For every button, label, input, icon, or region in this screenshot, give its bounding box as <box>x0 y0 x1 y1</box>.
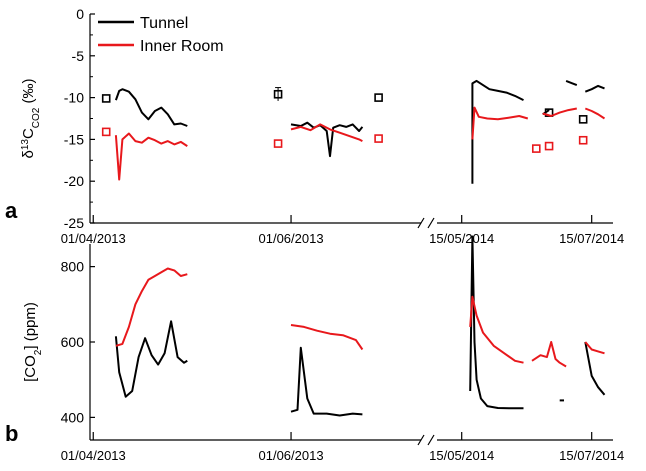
x-tick-label: 15/07/2014 <box>559 231 624 246</box>
x-tick-label: 15/05/2014 <box>429 231 494 246</box>
series-line-inner-room <box>584 107 606 120</box>
y-tick-label: -5 <box>72 48 85 64</box>
data-point-inner-room <box>544 141 554 151</box>
series-line-inner-room <box>542 107 577 117</box>
y-tick-label: -20 <box>64 173 84 189</box>
series-line-tunnel <box>290 346 363 417</box>
x-tick-label: 01/04/2013 <box>61 448 126 463</box>
y-axis-label-part: δ <box>20 150 37 158</box>
series-line-tunnel <box>290 121 364 158</box>
series-line-tunnel <box>114 320 188 398</box>
axis-break-mark <box>417 217 425 229</box>
series-line-tunnel <box>584 341 606 396</box>
panel-b: 800 600 400 01/04/2013 01/06/2013 15/05/2014 1… <box>5 235 624 463</box>
y-axis-label-part: ] (ppm) <box>22 302 39 350</box>
series-line-inner-room <box>584 341 605 355</box>
y-tick-label: 0 <box>76 6 84 22</box>
series-line-tunnel <box>584 84 605 93</box>
x-tick-label: 01/06/2013 <box>259 231 324 246</box>
data-point-tunnel <box>374 93 383 102</box>
y-tick-label: -25 <box>64 215 84 231</box>
series-line-inner-room <box>531 341 567 368</box>
y-axis-label-part: C <box>20 128 37 139</box>
series-line-tunnel <box>565 79 578 87</box>
series-line-inner-room <box>469 295 524 364</box>
y-axis-label-part: (‰) <box>20 78 37 107</box>
x-tick-label: 01/04/2013 <box>61 231 126 246</box>
y-tick-label: -15 <box>64 131 84 147</box>
x-tick-label: 15/05/2014 <box>429 448 494 463</box>
y-axis-label-part: [CO <box>22 355 39 382</box>
axis-break-mark <box>427 217 435 229</box>
axis-break-mark <box>417 434 425 446</box>
series-line-tunnel <box>471 79 524 184</box>
y-tick-label: 800 <box>61 259 85 275</box>
y-tick-label: -10 <box>64 90 84 106</box>
data-point-inner-room <box>374 134 383 143</box>
legend-label: Tunnel <box>140 15 188 32</box>
series-line-tunnel <box>114 88 188 127</box>
y-axis-label-part: 2 <box>33 349 44 355</box>
data-point-inner-room <box>531 144 541 153</box>
y-axis-label: [CO2] (ppm) <box>22 302 44 382</box>
series-line-tunnel <box>469 235 524 410</box>
data-point-tunnel <box>101 94 111 103</box>
data-point-tunnel <box>578 115 588 124</box>
data-point-inner-room <box>578 135 588 145</box>
series-line-inner-room <box>290 324 364 351</box>
x-tick-label: 15/07/2014 <box>559 448 624 463</box>
legend-label: Inner Room <box>140 38 224 55</box>
y-tick-label: 600 <box>61 334 85 350</box>
series-line-inner-room <box>114 132 188 181</box>
y-axis-label-part: 13 <box>20 139 31 151</box>
y-tick-label: 400 <box>61 409 85 425</box>
y-axis-label-part: CO2 <box>31 107 42 128</box>
panel-label: b <box>5 421 18 446</box>
series-line-inner-room <box>115 267 188 347</box>
y-axis-label: δ13CCO2 (‰) <box>20 78 42 158</box>
axis-break-mark <box>427 434 435 446</box>
panel-label: a <box>5 198 18 223</box>
x-tick-label: 01/06/2013 <box>259 448 324 463</box>
data-point-inner-room <box>101 127 111 137</box>
series-line-inner-room <box>290 123 363 142</box>
data-point-inner-room <box>273 139 283 148</box>
series-line-inner-room <box>471 106 529 140</box>
